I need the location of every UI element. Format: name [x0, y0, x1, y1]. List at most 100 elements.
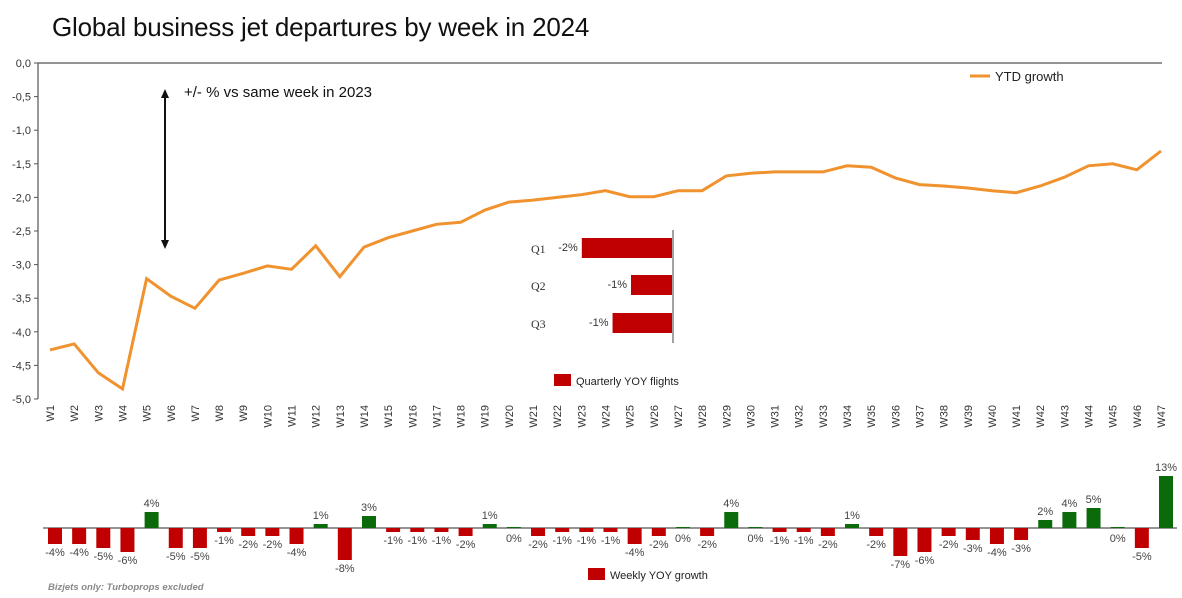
- weekly-value-label: -6%: [915, 555, 935, 567]
- weekly-value-label: 1%: [844, 510, 860, 522]
- weekly-bar-w46: [1134, 528, 1149, 548]
- weekly-bar-w42: [1038, 520, 1053, 528]
- ytd-line-series: [49, 149, 1162, 392]
- weekly-bar-w39: [965, 528, 980, 540]
- legend-quarterly-label: Quarterly YOY flights: [576, 376, 679, 388]
- x-tick-label: W38: [939, 405, 951, 428]
- x-tick-label: W35: [866, 405, 878, 428]
- weekly-bar-w30: [748, 527, 763, 528]
- weekly-value-label: -4%: [69, 547, 89, 559]
- y-tick-label: -2,5: [12, 226, 31, 238]
- weekly-value-label: -5%: [94, 551, 114, 563]
- x-tick-label: W7: [190, 405, 202, 422]
- weekly-value-label: -1%: [214, 535, 234, 547]
- weekly-bar-w16: [410, 528, 425, 532]
- weekly-bar-w38: [941, 528, 956, 536]
- x-tick-label: W33: [818, 405, 830, 428]
- x-tick-label: W47: [1156, 405, 1168, 428]
- x-tick-label: W8: [214, 405, 226, 422]
- weekly-value-label: 4%: [1061, 498, 1077, 510]
- weekly-bar-w31: [772, 528, 787, 532]
- weekly-bar-w28: [700, 528, 715, 536]
- weekly-bar-w2: [72, 528, 87, 544]
- y-tick-label: -5,0: [12, 394, 31, 406]
- weekly-value-label: -3%: [963, 543, 983, 555]
- weekly-bar-w26: [651, 528, 666, 536]
- weekly-value-label: -5%: [1132, 551, 1152, 563]
- weekly-value-label: -1%: [770, 535, 790, 547]
- y-tick-label: -3,5: [12, 293, 31, 305]
- quarterly-bar-q3: [612, 313, 672, 333]
- legend-ytd-label: YTD growth: [995, 69, 1064, 84]
- weekly-value-label: -6%: [118, 555, 138, 567]
- weekly-value-label: 4%: [723, 498, 739, 510]
- weekly-value-label: 0%: [506, 533, 522, 545]
- weekly-value-label: -4%: [625, 547, 645, 559]
- ytd-growth-line: [49, 149, 1162, 392]
- x-tick-label: W11: [287, 405, 299, 427]
- weekly-value-label: -2%: [818, 539, 838, 551]
- weekly-bar-w5: [144, 512, 159, 528]
- x-tick-label: W44: [1084, 405, 1096, 428]
- x-tick-label: W10: [262, 405, 274, 428]
- x-tick-label: W14: [359, 405, 371, 428]
- quarterly-value-label: -2%: [558, 242, 578, 254]
- weekly-bar-w35: [869, 528, 884, 536]
- weekly-bar-w6: [168, 528, 183, 548]
- legend-quarterly-swatch: [554, 374, 571, 386]
- weekly-value-label: 2%: [1037, 506, 1053, 518]
- line-chart-axes: [37, 62, 1162, 399]
- weekly-value-label: 4%: [144, 498, 160, 510]
- weekly-bar-w37: [917, 528, 932, 552]
- x-tick-label: W37: [914, 405, 926, 428]
- y-tick-label: -1,5: [12, 159, 31, 171]
- quarterly-value-label: -1%: [607, 279, 627, 291]
- weekly-value-label: 1%: [482, 510, 498, 522]
- x-tick-label: W19: [480, 405, 492, 428]
- weekly-value-label: -2%: [649, 539, 669, 551]
- weekly-bar-w20: [506, 527, 521, 528]
- x-tick-label: W32: [794, 405, 806, 428]
- quarterly-bar-q2: [631, 275, 672, 295]
- weekly-value-label: -1%: [552, 535, 572, 547]
- x-tick-label: W13: [335, 405, 347, 428]
- x-tick-label: W31: [770, 405, 782, 428]
- x-tick-label: W46: [1132, 405, 1144, 428]
- x-tick-label: W43: [1059, 405, 1071, 428]
- y-tick-label: 0,0: [16, 58, 31, 70]
- weekly-value-label: -5%: [190, 551, 210, 563]
- x-tick-label: W9: [238, 405, 250, 422]
- weekly-bar-w40: [989, 528, 1004, 544]
- y-tick-label: -0,5: [12, 92, 31, 104]
- x-tick-label: W20: [504, 405, 516, 428]
- x-tick-label: W34: [842, 405, 854, 428]
- weekly-value-label: -2%: [528, 539, 548, 551]
- y-tick-label: -2,0: [12, 192, 31, 204]
- x-tick-label: W23: [576, 405, 588, 428]
- quarterly-category-label: Q1: [531, 242, 546, 256]
- weekly-bar-w41: [1014, 528, 1029, 540]
- x-tick-label: W42: [1035, 405, 1047, 428]
- weekly-value-label: 0%: [675, 533, 691, 545]
- quarterly-value-label: -1%: [589, 317, 609, 329]
- weekly-bar-w21: [531, 528, 546, 536]
- weekly-value-label: 5%: [1086, 494, 1102, 506]
- weekly-bar-w36: [893, 528, 908, 556]
- weekly-bar-w9: [241, 528, 256, 536]
- weekly-bar-w33: [820, 528, 835, 536]
- weekly-value-label: 1%: [313, 510, 329, 522]
- weekly-bar-w27: [675, 527, 690, 528]
- weekly-value-label: -7%: [891, 559, 911, 571]
- x-tick-label: W24: [601, 405, 613, 428]
- weekly-bar-w18: [458, 528, 473, 536]
- chart-title: Global business jet departures by week i…: [52, 12, 590, 42]
- x-tick-label: W39: [963, 405, 975, 428]
- weekly-value-label: -1%: [794, 535, 814, 547]
- weekly-value-label: -2%: [456, 539, 476, 551]
- weekly-value-label: 3%: [361, 502, 377, 514]
- weekly-bar-w44: [1086, 508, 1101, 528]
- weekly-value-label: -2%: [263, 539, 283, 551]
- weekly-bar-w34: [845, 524, 860, 528]
- weekly-value-label: -1%: [408, 535, 428, 547]
